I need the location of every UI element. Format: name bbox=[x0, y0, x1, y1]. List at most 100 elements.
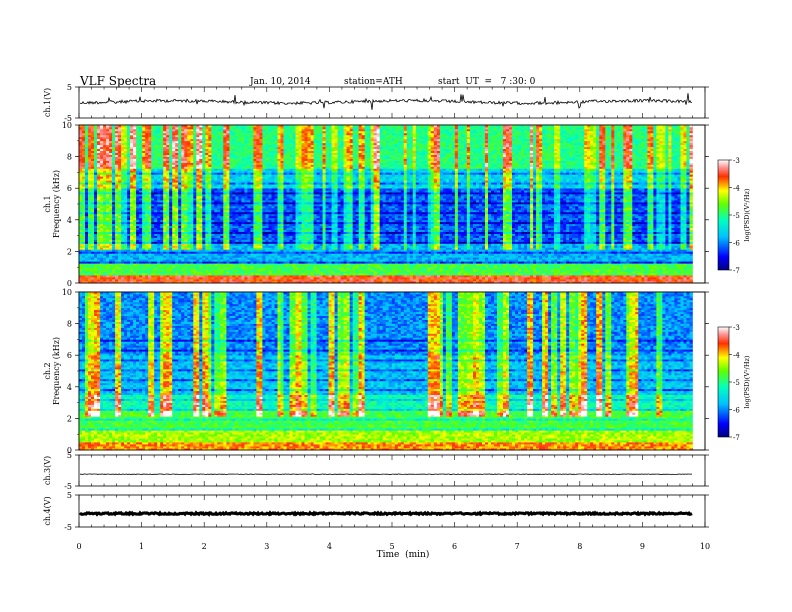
ch1-spectrogram-cell bbox=[145, 236, 148, 238]
ch1-spectrogram-cell bbox=[91, 135, 94, 137]
ch1-spectrogram-cell bbox=[109, 232, 112, 234]
ch1-spectrogram-cell bbox=[88, 200, 91, 202]
ch1-spectrogram-cell bbox=[82, 133, 85, 135]
ch1-spectrogram-cell bbox=[142, 261, 145, 263]
ch1-spectrogram-cell bbox=[172, 149, 175, 151]
ch1-spectrogram-cell bbox=[121, 196, 124, 198]
ch1-spectrogram-cell bbox=[151, 141, 154, 143]
ch1-spectrogram-cell bbox=[226, 263, 229, 265]
ch1-spectrogram-cell bbox=[94, 269, 97, 271]
ch1-spectrogram-cell bbox=[208, 246, 211, 248]
ch1-spectrogram-cell bbox=[163, 188, 166, 190]
ch1-spectrogram-cell bbox=[112, 218, 115, 220]
ch1-spectrogram-cell bbox=[121, 172, 124, 174]
ch1-spectrogram-cell bbox=[130, 251, 133, 253]
ch1-spectrogram-cell bbox=[115, 157, 118, 159]
ch1-spectrogram-cell bbox=[154, 167, 157, 169]
ch1-spectrogram-cell bbox=[208, 184, 211, 186]
ch1-spectrogram-cell bbox=[133, 218, 136, 220]
ch1-spectrogram-cell bbox=[202, 259, 205, 261]
ch1-spectrogram-cell bbox=[196, 167, 199, 169]
ch1-spectrogram-cell bbox=[136, 145, 139, 147]
ch1-spectrogram-cell bbox=[223, 228, 226, 230]
ch1-spectrogram-cell bbox=[145, 198, 148, 200]
ch1-spectrogram-cell bbox=[154, 267, 157, 269]
ch1-spectrogram-cell bbox=[184, 214, 187, 216]
ch1-spectrogram-cell bbox=[235, 182, 238, 184]
ch1-spectrogram-cell bbox=[103, 157, 106, 159]
ch1-spectrogram-cell bbox=[82, 180, 85, 182]
ch1-spectrogram-cell bbox=[232, 157, 235, 159]
ch1-spectrogram-cell bbox=[79, 240, 82, 242]
ch1-spectrogram-cell bbox=[211, 135, 214, 137]
ch1-spectrogram-cell bbox=[175, 249, 178, 251]
ch1-spectrogram-cell bbox=[106, 190, 109, 192]
ch1-spectrogram-cell bbox=[250, 240, 253, 242]
ch1-spectrogram-cell bbox=[118, 139, 121, 141]
ch1-spectrogram-cell bbox=[196, 218, 199, 220]
ch1-spectrogram-cell bbox=[250, 141, 253, 143]
ch1-spectrogram-cell bbox=[100, 127, 103, 129]
ch1-spectrogram-cell bbox=[172, 188, 175, 190]
ch1-spectrogram-cell bbox=[253, 178, 256, 180]
ch1-spectrogram-cell bbox=[187, 172, 190, 174]
ch1-spectrogram-cell bbox=[187, 220, 190, 222]
ch1-spectrogram-cell bbox=[157, 204, 160, 206]
ch1-spectrogram-cell bbox=[109, 184, 112, 186]
ch1-spectrogram-cell bbox=[199, 151, 202, 153]
ch1-spectrogram-cell bbox=[172, 251, 175, 253]
ch1-spectrogram-cell bbox=[94, 206, 97, 208]
ch1-spectrogram-cell bbox=[85, 151, 88, 153]
ch1-spectrogram-cell bbox=[193, 131, 196, 133]
ch1-spectrogram-cell bbox=[172, 279, 175, 281]
ch1-spectrogram-cell bbox=[217, 238, 220, 240]
ch1-spectrogram-cell bbox=[154, 127, 157, 129]
ch1-spectrogram-cell bbox=[118, 246, 121, 248]
ch1-spectrogram-cell bbox=[190, 269, 193, 271]
ch1-spectrogram-cell bbox=[82, 174, 85, 176]
ch1-spectrogram-cell bbox=[163, 141, 166, 143]
ch1-spectrogram-cell bbox=[214, 263, 217, 265]
ch1-spectrogram-cell bbox=[127, 135, 130, 137]
ch1-spectrogram-cell bbox=[220, 141, 223, 143]
ch1-spectrogram-cell bbox=[151, 180, 154, 182]
ch1-spectrogram-cell bbox=[217, 259, 220, 261]
ch1-spectrogram-cell bbox=[127, 133, 130, 135]
ch1-spectrogram-cell bbox=[106, 275, 109, 277]
ch1-spectrogram-cell bbox=[169, 196, 172, 198]
ch1-spectrogram-cell bbox=[91, 269, 94, 271]
ch1-spectrogram-cell bbox=[199, 279, 202, 281]
ch1-spectrogram-cell bbox=[118, 174, 121, 176]
ch1-spectrogram-cell bbox=[94, 141, 97, 143]
ch1-spectrogram-cell bbox=[226, 184, 229, 186]
ch1-spectrogram-cell bbox=[103, 279, 106, 281]
ch1-spectrogram-cell bbox=[145, 143, 148, 145]
ch1-spectrogram-cell bbox=[187, 182, 190, 184]
ch1-spectrogram-cell bbox=[91, 174, 94, 176]
ch1-spectrogram-cell bbox=[124, 261, 127, 263]
ch1-spectrogram-cell bbox=[226, 275, 229, 277]
ch1-spectrogram-cell bbox=[226, 279, 229, 281]
ch1-spectrogram-cell bbox=[148, 145, 151, 147]
ch1-spectrogram-cell bbox=[199, 157, 202, 159]
ch1-spectrogram-cell bbox=[130, 273, 133, 275]
ch1-spectrogram-cell bbox=[79, 145, 82, 147]
ch1-spectrogram-cell bbox=[124, 232, 127, 234]
ch1-spectrogram-cell bbox=[226, 167, 229, 169]
ch1-spectrogram-cell bbox=[232, 178, 235, 180]
ch1-spectrogram-cell bbox=[226, 182, 229, 184]
ch1-spectrogram-cell bbox=[193, 232, 196, 234]
ch1-spectrogram-cell bbox=[100, 172, 103, 174]
ch1-spectrogram-cell bbox=[217, 167, 220, 169]
ch1-spectrogram-cell bbox=[127, 279, 130, 281]
ch1-spectrogram-cell bbox=[190, 228, 193, 230]
ch1-spectrogram-cell bbox=[88, 184, 91, 186]
ch1-spectrogram-cell bbox=[184, 206, 187, 208]
ch1-spectrogram-cell bbox=[151, 279, 154, 281]
ch1-spectrogram-cell bbox=[130, 198, 133, 200]
ch1-spectrogram-cell bbox=[238, 273, 241, 275]
ch1-spectrogram-cell bbox=[178, 212, 181, 214]
ch1-spectrogram-cell bbox=[178, 251, 181, 253]
ch1-spectrogram-cell bbox=[109, 198, 112, 200]
ch1-spectrogram-cell bbox=[124, 206, 127, 208]
